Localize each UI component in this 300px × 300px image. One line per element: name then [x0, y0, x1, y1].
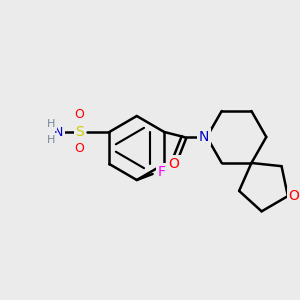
Text: N: N — [199, 130, 209, 144]
Text: O: O — [75, 109, 85, 122]
Text: O: O — [288, 189, 299, 203]
Text: N: N — [54, 125, 63, 139]
Text: S: S — [75, 125, 84, 139]
Text: H: H — [46, 135, 55, 145]
Text: H: H — [46, 119, 55, 129]
Text: O: O — [169, 157, 180, 171]
Text: O: O — [75, 142, 85, 155]
Text: F: F — [158, 165, 166, 179]
